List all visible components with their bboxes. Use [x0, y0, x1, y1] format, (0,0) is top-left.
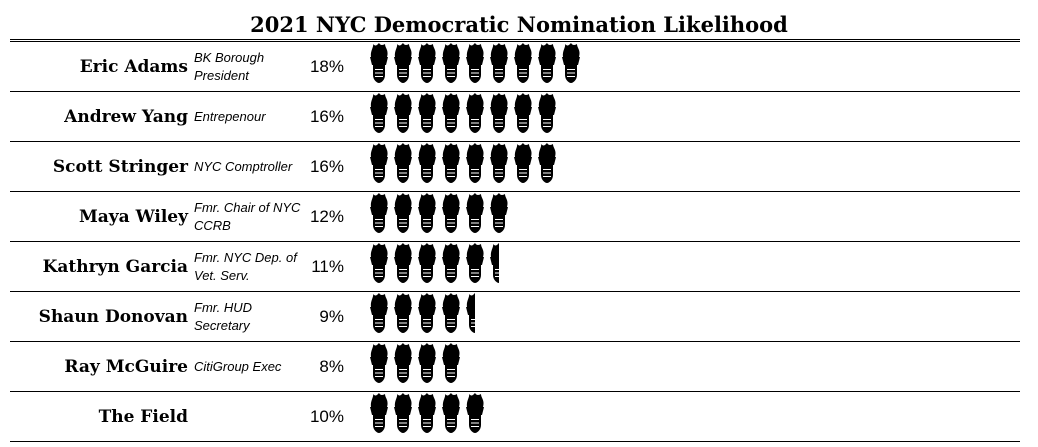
candidate-name: Shaun Donovan — [38, 307, 188, 327]
torch-icon — [466, 143, 484, 183]
candidate-row: Scott Stringer NYC Comptroller 16% — [10, 142, 1020, 192]
candidate-description: Entrepenour — [194, 109, 266, 124]
torch-icon-bar — [370, 393, 484, 433]
torch-icon — [442, 293, 460, 333]
torch-icon — [442, 393, 460, 433]
likelihood-percent: 16% — [309, 107, 344, 126]
torch-icon — [394, 143, 412, 183]
torch-icon — [442, 343, 460, 383]
candidate-name: The Field — [98, 407, 188, 427]
torch-icon — [418, 43, 436, 83]
torch-icon — [490, 93, 508, 133]
candidate-row: Shaun Donovan Fmr. HUD Secretary 9% — [10, 292, 1020, 342]
candidate-description: Fmr. NYC Dep. of Vet. Serv. — [194, 250, 297, 283]
likelihood-percent: 9% — [319, 307, 344, 326]
title-divider — [10, 39, 1020, 42]
likelihood-percent: 11% — [311, 257, 344, 276]
torch-icon — [394, 193, 412, 233]
torch-icon — [370, 343, 388, 383]
chart-title: 2021 NYC Democratic Nomination Likelihoo… — [250, 12, 788, 37]
torch-icon — [394, 293, 412, 333]
torch-icon — [418, 143, 436, 183]
candidate-name: Kathryn Garcia — [42, 257, 188, 277]
torch-icon — [442, 93, 460, 133]
torch-icon — [370, 43, 388, 83]
likelihood-percent: 10% — [309, 407, 344, 426]
torch-icon-bar — [370, 193, 508, 233]
torch-icon — [442, 43, 460, 83]
torch-icon — [394, 243, 412, 283]
torch-icon-partial — [466, 293, 475, 333]
candidate-description: NYC Comptroller — [194, 159, 293, 174]
torch-icon — [490, 143, 508, 183]
torch-icon — [394, 43, 412, 83]
torch-icon — [538, 143, 556, 183]
likelihood-percent: 16% — [309, 157, 344, 176]
candidate-name: Maya Wiley — [78, 207, 188, 227]
candidate-description: Fmr. HUD Secretary — [194, 300, 253, 333]
torch-icon — [370, 193, 388, 233]
torch-icon — [466, 243, 484, 283]
torch-icon — [466, 43, 484, 83]
candidate-name: Eric Adams — [79, 57, 188, 77]
torch-icon — [466, 193, 484, 233]
torch-icon — [538, 43, 556, 83]
candidate-row: Andrew Yang Entrepenour 16% — [10, 92, 1020, 142]
torch-icon — [394, 93, 412, 133]
torch-icon — [418, 243, 436, 283]
torch-icon — [490, 193, 508, 233]
likelihood-percent: 18% — [309, 57, 344, 76]
torch-icon — [442, 243, 460, 283]
candidate-description: BK Borough President — [194, 50, 265, 83]
torch-icon — [418, 293, 436, 333]
torch-icon — [562, 43, 580, 83]
torch-icon-bar — [370, 143, 556, 183]
candidate-name: Ray McGuire — [64, 357, 188, 377]
torch-icon — [370, 243, 388, 283]
torch-icon-partial — [490, 243, 499, 283]
torch-icon — [394, 393, 412, 433]
candidate-description: CitiGroup Exec — [194, 359, 282, 374]
torch-icon — [442, 193, 460, 233]
candidate-name: Andrew Yang — [64, 107, 188, 127]
torch-icon — [370, 93, 388, 133]
candidate-row: Eric Adams BK Borough President 18% — [10, 42, 1020, 92]
torch-icon — [418, 93, 436, 133]
likelihood-percent: 12% — [309, 207, 344, 226]
likelihood-percent: 8% — [319, 357, 344, 376]
candidate-description — [194, 392, 304, 442]
torch-icon — [490, 43, 508, 83]
torch-icon — [418, 343, 436, 383]
torch-icon — [514, 93, 532, 133]
torch-icon — [442, 143, 460, 183]
torch-icon — [370, 293, 388, 333]
torch-icon-bar — [370, 93, 556, 133]
torch-icon — [538, 93, 556, 133]
torch-icon — [514, 43, 532, 83]
torch-icon-bar — [370, 243, 499, 283]
candidate-description: Fmr. Chair of NYC CCRB — [194, 200, 301, 233]
torch-icon — [394, 343, 412, 383]
candidate-row: Ray McGuire CitiGroup Exec 8% — [10, 342, 1020, 392]
torch-icon-bar — [370, 293, 475, 333]
torch-icon-bar — [370, 343, 460, 383]
torch-icon — [418, 393, 436, 433]
torch-icon — [370, 393, 388, 433]
candidate-name: Scott Stringer — [52, 157, 188, 177]
torch-icon-bar — [370, 43, 580, 83]
candidate-row: Maya Wiley Fmr. Chair of NYC CCRB 12% — [10, 192, 1020, 242]
candidate-row: Kathryn Garcia Fmr. NYC Dep. of Vet. Serv… — [10, 242, 1020, 292]
torch-icon — [418, 193, 436, 233]
candidate-row: The Field 10% — [10, 392, 1020, 442]
torch-icon — [514, 143, 532, 183]
torch-icon — [370, 143, 388, 183]
torch-icon — [466, 393, 484, 433]
torch-icon — [466, 93, 484, 133]
